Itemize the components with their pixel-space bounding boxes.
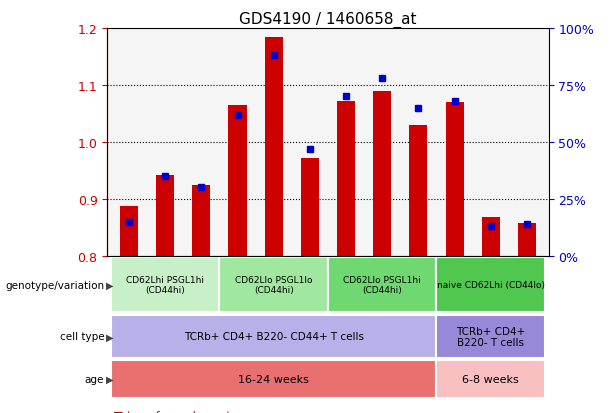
Bar bbox=[436, 360, 545, 398]
Bar bbox=[446, 103, 463, 256]
Text: CD62Llo PSGL1hi
(CD44hi): CD62Llo PSGL1hi (CD44hi) bbox=[343, 275, 421, 294]
Bar bbox=[156, 176, 174, 256]
Bar bbox=[229, 106, 246, 256]
Bar bbox=[328, 257, 436, 313]
Text: CD62Llo PSGL1lo
(CD44hi): CD62Llo PSGL1lo (CD44hi) bbox=[235, 275, 313, 294]
Text: 6-8 weeks: 6-8 weeks bbox=[462, 374, 519, 384]
Bar bbox=[192, 185, 210, 256]
Bar bbox=[120, 206, 138, 256]
Bar bbox=[111, 360, 436, 398]
Text: age: age bbox=[85, 374, 104, 384]
Text: TCRb+ CD4+
B220- T cells: TCRb+ CD4+ B220- T cells bbox=[456, 326, 525, 347]
Text: CD62Lhi PSGL1hi
(CD44hi): CD62Lhi PSGL1hi (CD44hi) bbox=[126, 275, 204, 294]
Text: ▶: ▶ bbox=[106, 280, 113, 290]
Text: TCRb+ CD4+ B220- CD44+ T cells: TCRb+ CD4+ B220- CD44+ T cells bbox=[184, 332, 364, 342]
Bar bbox=[301, 158, 319, 256]
Bar bbox=[482, 217, 500, 256]
Bar bbox=[337, 102, 355, 256]
Text: 16-24 weeks: 16-24 weeks bbox=[238, 374, 309, 384]
Bar bbox=[518, 223, 536, 256]
Bar bbox=[111, 257, 219, 313]
Text: cell type: cell type bbox=[59, 332, 104, 342]
Text: ■ transformed count: ■ transformed count bbox=[113, 410, 231, 413]
Bar bbox=[111, 315, 436, 358]
Text: naive CD62Lhi (CD44lo): naive CD62Lhi (CD44lo) bbox=[436, 280, 545, 290]
Title: GDS4190 / 1460658_at: GDS4190 / 1460658_at bbox=[239, 12, 417, 28]
Text: ▶: ▶ bbox=[106, 374, 113, 384]
Bar bbox=[265, 38, 283, 256]
Bar bbox=[409, 126, 427, 256]
Bar bbox=[436, 315, 545, 358]
Text: genotype/variation: genotype/variation bbox=[5, 280, 104, 290]
Bar bbox=[436, 257, 545, 313]
Bar bbox=[219, 257, 328, 313]
Text: ▶: ▶ bbox=[106, 332, 113, 342]
Bar bbox=[373, 91, 391, 256]
